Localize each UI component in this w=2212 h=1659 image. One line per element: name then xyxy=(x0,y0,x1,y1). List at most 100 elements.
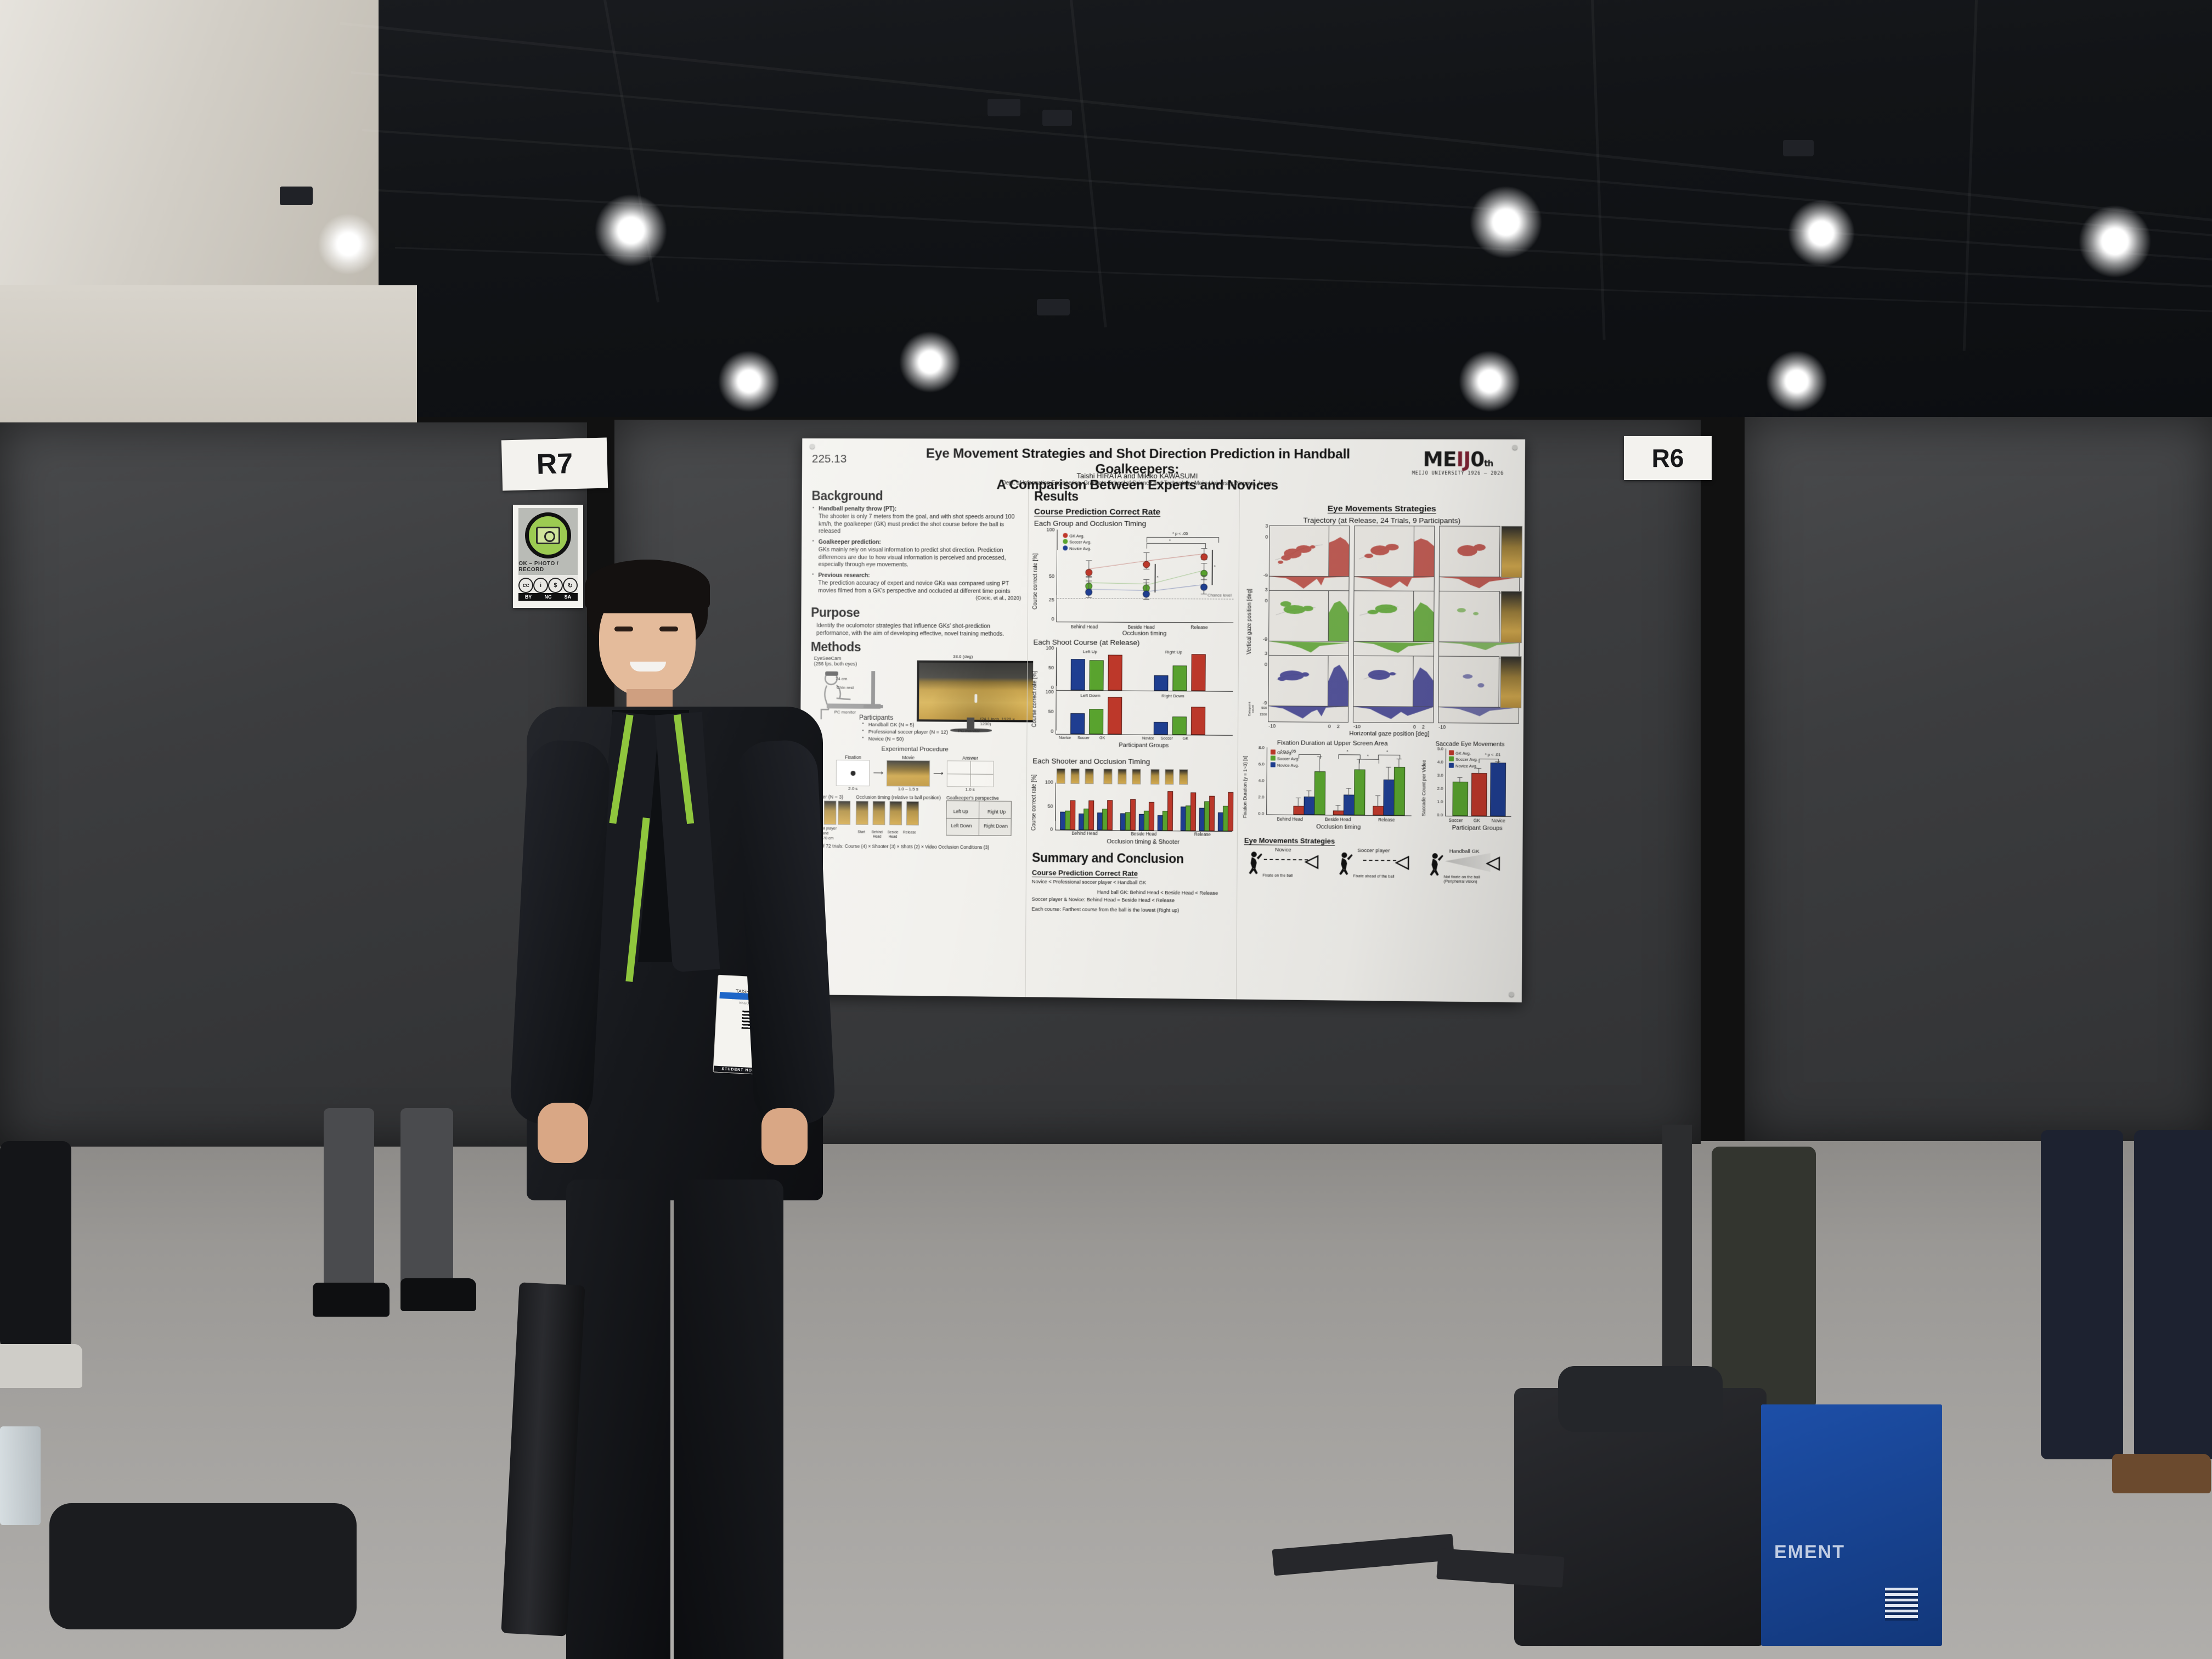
chart2-panel-label: Left Up xyxy=(1083,649,1097,654)
bystander-far-right xyxy=(2030,1130,2212,1525)
ceiling-fixture xyxy=(1042,110,1072,126)
chart5-title: Fixation Duration at Upper Screen Area xyxy=(1277,740,1388,747)
ceiling-light xyxy=(719,351,779,411)
row-photo xyxy=(1500,656,1522,708)
poster-column-results: Results Course Prediction Correct Rate E… xyxy=(1025,489,1239,1000)
summary-line: Each course: Farthest course from the ba… xyxy=(1031,906,1180,913)
traj-marginal-x xyxy=(1353,641,1435,658)
panel-label-r6-text: R6 xyxy=(1651,444,1684,472)
traj-marginal-y xyxy=(1328,590,1350,642)
summary-left-lines: Novice < Professional soccer player < Ha… xyxy=(1031,878,1231,915)
eye-strategies-subheading: Eye Movements Strategies xyxy=(1327,504,1436,514)
poster-column-eye: Eye Movements Strategies Trajectory (at … xyxy=(1236,489,1525,1003)
trouser-leg-left xyxy=(566,1180,670,1659)
chart5-ylabel: Fixation Duration (y = 1~3) [s] xyxy=(1242,755,1248,818)
arrow-icon: ⟶ xyxy=(933,769,944,778)
ceiling-light xyxy=(1767,351,1827,411)
chart1-xtick: Beside Head xyxy=(1127,624,1155,630)
traj-cell xyxy=(1268,654,1329,707)
chart2-panel-lower: Left Down Right Down xyxy=(1056,691,1233,736)
background-item-body: The shooter is only 7 meters from the go… xyxy=(818,513,1015,535)
license-sa: SA xyxy=(564,594,572,600)
goalkeeper-icon xyxy=(1395,856,1409,870)
chart2-panel-label: Left Down xyxy=(1080,693,1101,698)
hair-top xyxy=(585,560,710,613)
chart1-point-gk xyxy=(1143,561,1150,568)
quadrant-label: Right Up xyxy=(988,809,1006,815)
traj-marginal-x xyxy=(1353,576,1435,593)
meijo-university-logo: MEIJ0th MEIJO UNIVERSITY 1926 – 2026 xyxy=(1405,447,1510,477)
procedure-step-answer: Answer 1.0 s xyxy=(946,755,994,792)
chart1-ylabel: Course correct rate [%] xyxy=(1032,553,1039,610)
chart5-plot: GK Avg. Soccer Avg. Novice Avg. xyxy=(1266,747,1412,816)
gaze-dash-line xyxy=(1363,860,1397,861)
traj-cell xyxy=(1353,525,1415,578)
chart2-title: Each Shoot Course (at Release) xyxy=(1033,637,1140,647)
quadrant-label: Right Down xyxy=(984,823,1008,830)
logo-j: J xyxy=(1463,447,1471,472)
legend-entry: GK Avg. xyxy=(1063,533,1091,539)
logo-zero: 0 xyxy=(1470,447,1485,472)
chart3-title: Each Shooter and Occlusion Timing xyxy=(1032,757,1150,766)
chart1-point-novice xyxy=(1085,588,1093,596)
traj-cell xyxy=(1438,590,1500,643)
goalkeeper-icon xyxy=(1486,856,1500,871)
chart6-plot: GK Avg. Soccer Avg. Novice Avg. xyxy=(1445,748,1512,817)
summary-line: Novice < Professional soccer player < Ha… xyxy=(1031,878,1147,885)
cc-icon: cc xyxy=(518,578,534,593)
ceiling-fixture xyxy=(1783,140,1814,156)
chart6-legend: GK Avg. Soccer Avg. Novice Avg. xyxy=(1448,750,1478,769)
row-photo xyxy=(1501,526,1523,578)
chart3-xticks: Behind Head Beside Head Release xyxy=(1071,831,1211,837)
eye-bottom-charts: Fixation Duration at Upper Screen Area F… xyxy=(1242,737,1517,836)
traj-marginal-y xyxy=(1328,525,1350,578)
peripheral-vision-cone xyxy=(1445,853,1491,872)
gaze-dash-line xyxy=(1263,859,1308,861)
background-item: Handball penalty throw (PT): The shooter… xyxy=(819,505,1022,536)
chart1-xtick: Behind Head xyxy=(1070,624,1098,630)
hand-right xyxy=(761,1108,808,1165)
procedure-step-time: 1.0 s xyxy=(965,787,975,792)
chart-each-group-occlusion: Course correct rate [%] 100 50 25 0 GK A… xyxy=(1032,527,1234,637)
chart2-ylabel: Course correct rate [%] xyxy=(1031,671,1039,728)
traj-marginal-x xyxy=(1268,575,1350,593)
results-heading: Results xyxy=(1034,489,1079,504)
logo-me: ME xyxy=(1423,447,1457,471)
chart4-xaxis: -10 0 2 -10 0 2 -10 Horizontal gaze posi… xyxy=(1245,723,1517,738)
poster-authors: Taishi HIRATA and Mikiko KAWASUMI xyxy=(1076,471,1198,481)
traj-marginal-x xyxy=(1438,641,1520,659)
photo-policy-sticker: OK – PHOTO / RECORD cc i $ ↻ BY NC SA xyxy=(513,505,583,608)
traj-marginal-x xyxy=(1438,706,1519,724)
chart2-xticks: Novice Soccer GK Novice Soccer GK xyxy=(1059,735,1189,741)
summary-right-subheading: Eye Movements Strategies xyxy=(1244,836,1335,845)
traj-marginal-x xyxy=(1438,576,1520,594)
license-nc: NC xyxy=(544,594,552,600)
chart5-xticks: Behind Head Beside Head Release xyxy=(1277,816,1395,823)
photo-ok-block: OK – PHOTO / RECORD xyxy=(518,508,578,575)
occlusion-thumb xyxy=(906,801,919,826)
dress-shoe xyxy=(313,1283,390,1317)
chart2-panel-label: Right Down xyxy=(1161,693,1184,699)
logo-i: I xyxy=(1456,447,1464,472)
chart1-point-gk xyxy=(1200,553,1208,561)
brown-shoe xyxy=(2112,1454,2211,1493)
ceiling-light xyxy=(2079,206,2151,277)
poster-column-left: Background Handball penalty throw (PT): … xyxy=(799,489,1039,997)
license-by: BY xyxy=(524,594,532,600)
ceiling-light xyxy=(595,195,667,266)
logo-subtitle: MEIJO UNIVERSITY 1926 – 2026 xyxy=(1412,470,1504,477)
traj-cell xyxy=(1353,590,1415,643)
chart1-point-novice xyxy=(1200,583,1208,591)
pictogram-soccer: Soccer player Fixate ahead of the ball xyxy=(1334,848,1413,882)
bystander-right xyxy=(1712,1147,1876,1487)
hall-wall-left-lower xyxy=(0,285,417,444)
pictogram-note: Fixate on the ball xyxy=(1262,872,1293,878)
goalkeeper-icon xyxy=(1305,855,1319,869)
dress-shoe xyxy=(400,1278,476,1311)
chart5-sig-note: * p < .05 xyxy=(1280,748,1296,754)
nc-icon: $ xyxy=(548,578,563,593)
traj-marginal-y xyxy=(1412,656,1434,708)
conference-poster: 225.13 Eye Movement Strategies and Shot … xyxy=(799,438,1526,1003)
chart-each-shoot-course: Course correct rate [%] 100 50 0 Left Up… xyxy=(1031,645,1233,756)
chart1-plot-area: GK Avg. Soccer Avg. Novice Avg. Chance l… xyxy=(1056,529,1234,623)
